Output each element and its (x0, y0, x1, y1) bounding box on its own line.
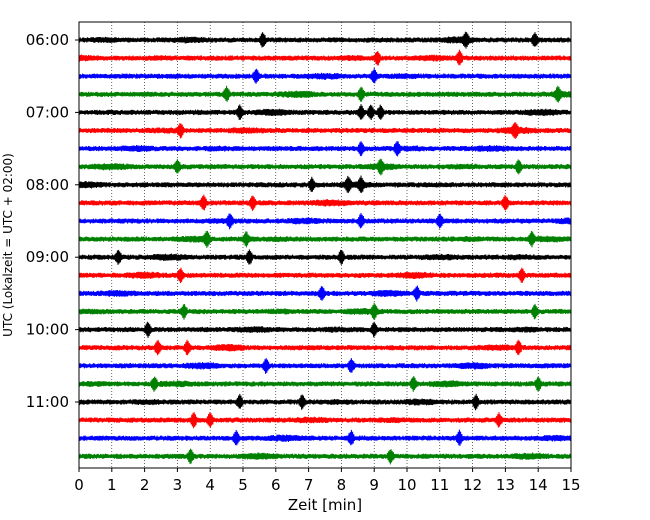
x-tick-label: 8 (337, 476, 347, 494)
y-tick-label: 11:00 (26, 393, 69, 411)
trace-0600 (78, 31, 571, 49)
trace-0700 (78, 104, 571, 121)
x-tick-label: 13 (496, 476, 515, 494)
trace-0930 (78, 285, 571, 302)
x-tick-label: 6 (271, 476, 281, 494)
trace-0945 (78, 302, 571, 320)
trace-0815 (78, 194, 571, 211)
trace-1015 (78, 339, 571, 356)
traces-group (78, 31, 571, 465)
x-axis-title: Zeit [min] (288, 496, 362, 514)
x-tick-label: 12 (463, 476, 482, 494)
x-tick-label: 2 (140, 476, 150, 494)
x-tick-label: 3 (173, 476, 183, 494)
trace-1115 (78, 412, 571, 429)
y-tick-label: 07:00 (26, 103, 69, 121)
trace-1145 (78, 448, 571, 465)
x-tick-label: 0 (74, 476, 84, 494)
x-tick-label: 10 (397, 476, 416, 494)
trace-0615 (78, 49, 571, 66)
y-tick-label: 08:00 (26, 176, 69, 194)
x-axis: 0 1 2 3 4 5 6 7 8 9 10 11 12 13 14 15 (74, 468, 581, 494)
plot-frame (78, 21, 572, 469)
trace-0715 (78, 122, 571, 140)
x-tick-label: 7 (304, 476, 314, 494)
y-axis-title: UTC (Lokalzeit = UTC + 02:00) (1, 153, 15, 337)
trace-0630 (78, 67, 571, 84)
x-tick-label: 4 (205, 476, 215, 494)
y-tick-label: 09:00 (26, 248, 69, 266)
y-tick-label: 10:00 (26, 321, 69, 339)
trace-0745 (78, 158, 571, 176)
x-tick-label: 11 (430, 476, 449, 494)
x-tick-label: 1 (107, 476, 117, 494)
y-tick-label: 06:00 (26, 31, 69, 49)
trace-0730 (78, 140, 571, 157)
trace-1130 (78, 429, 571, 446)
trace-0900 (78, 249, 571, 265)
trace-1100 (78, 393, 571, 411)
trace-0845 (78, 230, 571, 248)
y-axis: 06:00 07:00 08:00 09:00 10:00 11:00 (26, 31, 79, 411)
trace-0830 (78, 212, 571, 230)
x-tick-label: 5 (238, 476, 248, 494)
trace-0800 (78, 175, 571, 193)
x-tick-label: 9 (369, 476, 379, 494)
grid-lines (111, 22, 539, 468)
trace-1045 (78, 375, 571, 392)
trace-1030 (78, 358, 571, 374)
x-tick-label: 14 (529, 476, 548, 494)
trace-0645 (78, 85, 571, 103)
trace-1000 (78, 321, 571, 338)
trace-0915 (78, 267, 571, 284)
x-tick-label: 15 (561, 476, 580, 494)
